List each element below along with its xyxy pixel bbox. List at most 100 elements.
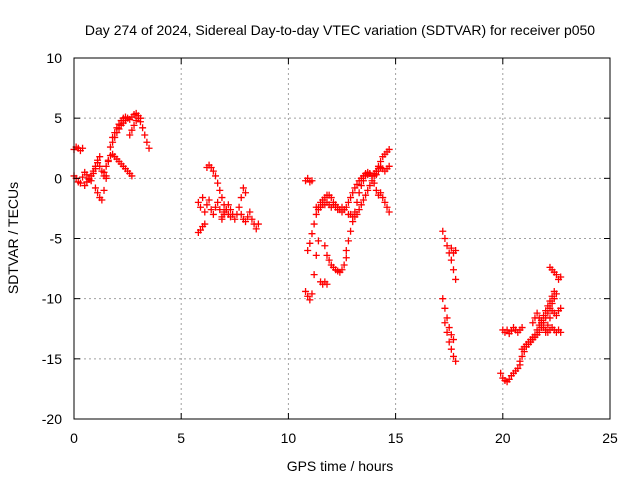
data-point (207, 164, 215, 172)
data-point (548, 299, 556, 307)
series-24 (439, 295, 457, 344)
data-point (355, 189, 363, 197)
data-point (126, 131, 134, 139)
data-point (254, 220, 262, 228)
data-point (557, 273, 565, 281)
x-tick-label-1: 5 (177, 430, 185, 446)
data-point (196, 203, 204, 211)
data-point (439, 295, 447, 303)
data-point (128, 172, 136, 180)
data-point (89, 167, 97, 175)
data-point (443, 314, 451, 322)
data-point (111, 133, 119, 141)
data-point (94, 156, 102, 164)
series-27 (499, 324, 526, 338)
data-point (362, 191, 370, 199)
data-point (308, 290, 316, 298)
series-29 (518, 290, 560, 353)
data-point (374, 167, 382, 175)
data-point (546, 314, 554, 322)
data-point (212, 203, 220, 211)
data-point (452, 275, 460, 283)
x-tick-label-0: 0 (70, 430, 78, 446)
data-point (359, 196, 367, 204)
data-point (194, 198, 202, 206)
x-tick-label-5: 25 (602, 430, 618, 446)
data-point (344, 198, 352, 206)
data-point (237, 210, 245, 218)
data-point (366, 182, 374, 190)
series-21 (372, 162, 393, 179)
data-point (81, 182, 89, 190)
data-point (447, 256, 455, 264)
y-tick-label-0: 10 (46, 50, 62, 66)
data-point (212, 172, 220, 180)
data-point (98, 196, 106, 204)
data-point (128, 126, 136, 134)
data-point (113, 129, 121, 137)
data-point (145, 144, 153, 152)
data-point (507, 327, 515, 335)
data-point (312, 251, 320, 259)
data-point (342, 247, 350, 255)
data-point (79, 173, 87, 181)
data-points (70, 109, 565, 386)
data-point (544, 309, 552, 317)
data-point (308, 177, 316, 185)
data-point (304, 292, 312, 300)
data-point (96, 153, 104, 161)
data-point (136, 118, 144, 126)
data-point (85, 176, 93, 184)
series-23 (447, 244, 460, 257)
data-point (199, 194, 207, 202)
data-point (353, 198, 361, 206)
data-point (325, 256, 333, 264)
data-point (302, 287, 310, 295)
data-point (231, 215, 239, 223)
data-point (106, 143, 114, 151)
data-point (452, 357, 460, 365)
series-0 (70, 143, 87, 155)
data-point (139, 124, 147, 132)
y-axis-label: SDTVAR / TECUs (5, 182, 21, 294)
data-point (115, 125, 123, 133)
data-point (349, 189, 357, 197)
data-point (342, 203, 350, 211)
data-point (518, 324, 526, 332)
data-point (372, 171, 380, 179)
data-point (557, 304, 565, 312)
data-point (353, 180, 361, 188)
data-point (209, 167, 217, 175)
data-point (321, 242, 329, 250)
series-8 (194, 194, 228, 221)
data-point (443, 242, 451, 250)
series-33 (552, 271, 565, 283)
data-point (379, 194, 387, 202)
series-4 (100, 150, 136, 180)
data-point (441, 235, 449, 242)
data-point (449, 352, 457, 360)
data-point (447, 345, 455, 353)
data-point (372, 186, 380, 194)
data-point (304, 174, 312, 182)
data-point (246, 208, 254, 216)
data-point (357, 201, 365, 209)
data-point (214, 179, 222, 187)
chart-title: Day 274 of 2024, Sidereal Day-to-day VTE… (85, 22, 595, 38)
y-tick-label-6: -20 (42, 411, 62, 427)
data-point (310, 220, 318, 228)
data-point (323, 251, 331, 259)
x-axis-label: GPS time / hours (287, 458, 394, 474)
data-point (104, 156, 112, 164)
data-point (310, 271, 318, 279)
data-point (239, 184, 247, 192)
data-point (447, 244, 455, 252)
data-point (242, 189, 250, 197)
data-point (109, 138, 117, 146)
data-point (441, 304, 449, 312)
series-6 (126, 114, 153, 152)
y-tick-label-3: -5 (50, 231, 63, 247)
axis-ticks (73, 57, 611, 420)
data-point (355, 206, 363, 214)
